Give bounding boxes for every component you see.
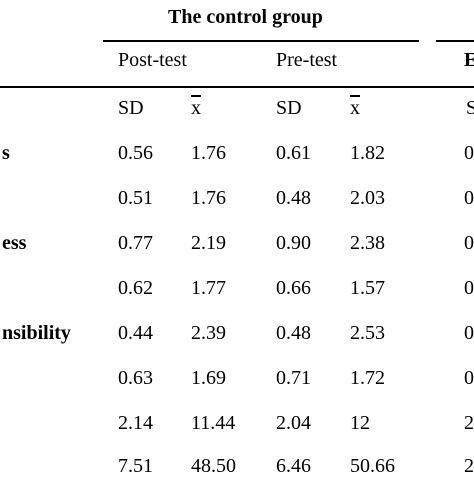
pre-mean-cell: 50.66 <box>350 455 395 477</box>
pre-mean-cell: 2.38 <box>350 232 385 254</box>
pre-mean-cell: 2.53 <box>350 322 385 344</box>
post-mean-cell: 1.69 <box>191 367 226 389</box>
pre-test-header: Pre-test <box>276 49 338 71</box>
post-mean-cell: 2.39 <box>191 322 226 344</box>
post-mean-cell: 1.76 <box>191 187 226 209</box>
cut-cell: 0 <box>464 187 474 209</box>
cut-sub-header: S <box>466 97 474 119</box>
post-sd-cell: 7.51 <box>118 455 153 477</box>
cut-cell: 2 <box>464 455 474 477</box>
post-test-header: Post-test <box>118 49 187 71</box>
cut-cell: 0 <box>464 322 474 344</box>
pre-sd-cell: 0.48 <box>276 187 311 209</box>
post-sd-cell: 0.63 <box>118 367 153 389</box>
pre-sd-cell: 6.46 <box>276 455 311 477</box>
pre-sd-cell: 0.71 <box>276 367 311 389</box>
pre-mean-cell: 12 <box>350 412 370 434</box>
row-label: ess <box>2 232 27 254</box>
pre-mean-cell: 1.57 <box>350 277 385 299</box>
pre-sd-cell: 2.04 <box>276 412 311 434</box>
post-sd-cell: 0.56 <box>118 142 153 164</box>
pre-sd-header: SD <box>276 97 302 119</box>
cut-group-underline <box>436 40 474 42</box>
post-sd-cell: 0.51 <box>118 187 153 209</box>
group-header: The control group <box>168 6 323 28</box>
header-rule <box>0 86 474 88</box>
cut-cell: 0 <box>464 142 474 164</box>
pre-mean-cell: 1.72 <box>350 367 385 389</box>
post-sd-cell: 0.44 <box>118 322 153 344</box>
cut-cell: 0 <box>464 232 474 254</box>
pre-sd-cell: 0.90 <box>276 232 311 254</box>
pre-sd-cell: 0.61 <box>276 142 311 164</box>
post-mean-cell: 11.44 <box>191 412 236 434</box>
cut-cell: 2 <box>464 412 474 434</box>
pre-mean-cell: 1.82 <box>350 142 385 164</box>
pre-mean-header: x <box>350 97 360 119</box>
pre-sd-cell: 0.48 <box>276 322 311 344</box>
post-sd-header: SD <box>118 97 144 119</box>
post-sd-cell: 0.62 <box>118 277 153 299</box>
post-sd-cell: 0.77 <box>118 232 153 254</box>
pre-mean-cell: 2.03 <box>350 187 385 209</box>
post-mean-cell: 48.50 <box>191 455 236 477</box>
group-underline <box>103 40 419 42</box>
cut-cell: 0 <box>464 367 474 389</box>
cut-cell: 0 <box>464 277 474 299</box>
post-mean-cell: 2.19 <box>191 232 226 254</box>
row-label: nsibility <box>2 322 71 344</box>
cut-group-header: E <box>464 49 474 71</box>
post-mean-cell: 1.76 <box>191 142 226 164</box>
pre-sd-cell: 0.66 <box>276 277 311 299</box>
row-label: s <box>2 142 10 164</box>
post-mean-cell: 1.77 <box>191 277 226 299</box>
post-mean-header: x <box>191 97 201 119</box>
post-sd-cell: 2.14 <box>118 412 153 434</box>
